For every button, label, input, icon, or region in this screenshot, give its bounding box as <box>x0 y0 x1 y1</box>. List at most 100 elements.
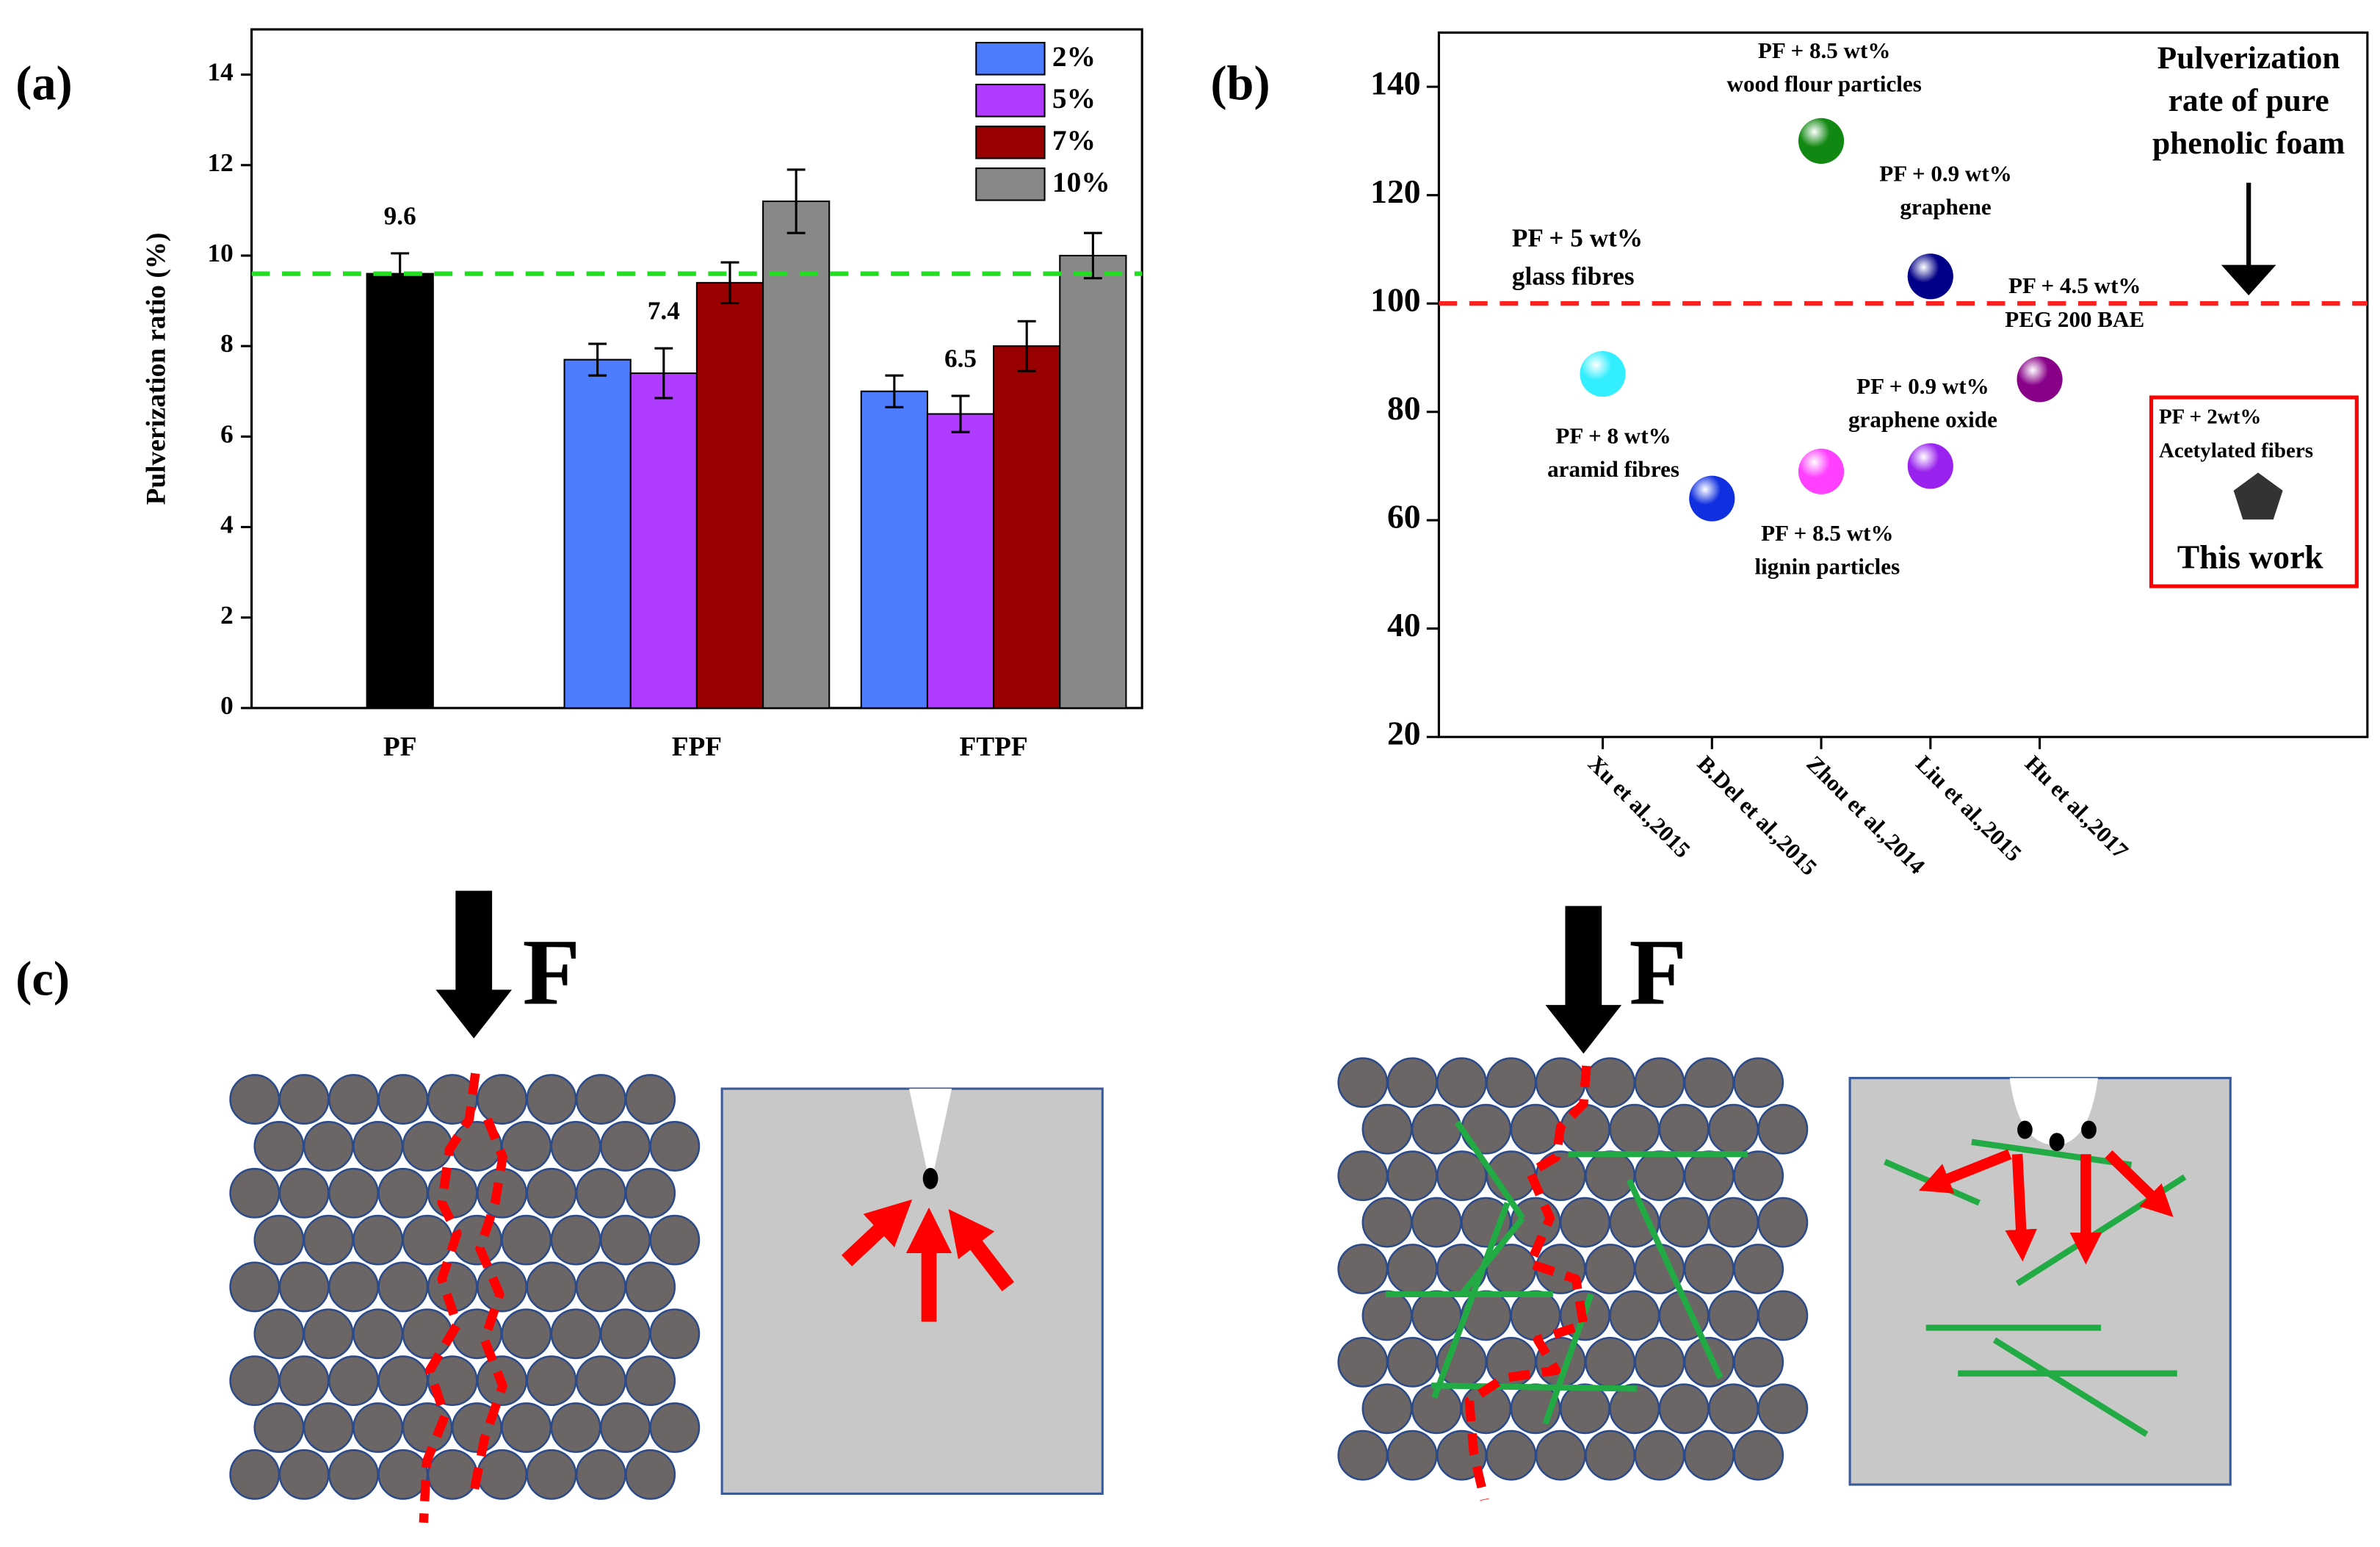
foam-cell <box>352 1402 404 1453</box>
point-label: graphene <box>1900 194 1991 220</box>
foam-cell <box>1683 1057 1735 1108</box>
foam-cell <box>575 1167 626 1219</box>
foam-cell <box>625 1449 676 1500</box>
foam-cell <box>229 1074 281 1125</box>
foam-cell <box>477 1261 527 1313</box>
this-work-label: PF + 2wt% <box>2159 405 2261 429</box>
x-tick-label: Liu et al.,2015 <box>1911 751 2027 867</box>
foam-cell <box>1510 1290 1561 1341</box>
panel-label: (a) <box>15 57 72 110</box>
foam-cell <box>575 1074 626 1125</box>
y-tick-label: 2 <box>220 601 234 630</box>
foam-cell <box>1585 1336 1636 1388</box>
foam-cell <box>1683 1244 1735 1294</box>
foam-cell <box>1733 1336 1784 1388</box>
foam-cell <box>229 1355 281 1407</box>
fiber <box>1626 1178 1723 1380</box>
foam-cell <box>1559 1197 1610 1248</box>
point-label: PEG 200 BAE <box>2005 306 2144 332</box>
foam-cell <box>625 1355 676 1407</box>
foam-cell <box>328 1355 379 1407</box>
legend-swatch <box>975 126 1046 159</box>
foam-cell <box>1510 1103 1561 1155</box>
foam-cell <box>1757 1383 1809 1435</box>
foam-cell <box>575 1355 626 1407</box>
foam-cell <box>451 1214 502 1266</box>
foam-cell <box>328 1261 379 1313</box>
foam-cell <box>550 1121 601 1172</box>
point-label: aramid fibres <box>1547 456 1679 482</box>
y-tick-label: 10 <box>208 239 234 267</box>
foam-cell <box>303 1121 354 1172</box>
legend-label: 5% <box>1052 82 1096 115</box>
fiber <box>1454 1120 1525 1220</box>
force-arrow <box>1545 906 1622 1054</box>
foam-cell <box>1386 1336 1438 1388</box>
foam-cell <box>1411 1290 1462 1341</box>
crack-tip <box>2049 1133 2065 1152</box>
panel-label: (c) <box>15 952 70 1006</box>
foam-cell <box>427 1167 478 1219</box>
y-tick-label: 80 <box>1387 389 1421 427</box>
foam-cell <box>1535 1429 1586 1481</box>
crack <box>419 1072 480 1523</box>
foam-cell <box>649 1214 701 1266</box>
stress-arrow <box>841 1199 913 1266</box>
foam-cell <box>1337 1057 1389 1108</box>
foam-cell <box>1609 1290 1660 1341</box>
this-work-point <box>2233 472 2283 520</box>
foam-cell <box>1535 1150 1586 1202</box>
y-tick-label: 12 <box>208 148 234 177</box>
foam-cell <box>1609 1383 1660 1435</box>
point-label: PF + 8 wt% <box>1555 422 1671 448</box>
foam-cell <box>377 1261 429 1313</box>
foam-cell <box>477 1449 527 1500</box>
y-tick-label: 6 <box>220 419 234 448</box>
fiber <box>1971 1139 2133 1168</box>
foam-cell <box>526 1261 577 1313</box>
foam-cell <box>1486 1429 1537 1481</box>
point <box>1907 443 1953 489</box>
y-tick-label: 120 <box>1370 173 1420 210</box>
foam-cell <box>402 1214 453 1266</box>
x-tick-label: Zhou et al.,2014 <box>1801 751 1930 879</box>
specimen <box>1848 1077 2232 1486</box>
crack <box>1464 1065 1591 1501</box>
point <box>1798 118 1845 164</box>
point-label: PF + 0.9 wt% <box>1856 373 1989 399</box>
foam-cell <box>427 1449 478 1500</box>
foam-cell <box>229 1449 281 1500</box>
note-arrow-head <box>2221 264 2276 296</box>
crack-tip <box>2081 1120 2097 1139</box>
foam-cell <box>377 1074 429 1125</box>
foam-cell <box>1683 1336 1735 1388</box>
foam-cell <box>352 1121 404 1172</box>
point <box>1798 448 1845 494</box>
bar <box>563 358 632 709</box>
foam-cell <box>1733 1429 1784 1481</box>
foam-cell <box>377 1355 429 1407</box>
point <box>1907 253 1953 300</box>
point-label: PF + 0.9 wt% <box>1879 161 2012 187</box>
crack-tip <box>922 1167 938 1189</box>
foam-cell <box>1411 1103 1462 1155</box>
foam-cell <box>1658 1197 1710 1248</box>
crack-tip <box>2017 1120 2033 1139</box>
bar <box>926 413 995 709</box>
foam-cell <box>1757 1197 1809 1248</box>
foam-cell <box>352 1214 404 1266</box>
y-tick-label: 40 <box>1387 606 1421 643</box>
foam-cell <box>1683 1429 1735 1481</box>
foam-cell <box>1658 1383 1710 1435</box>
stress-arrow <box>2005 1153 2037 1262</box>
foam-cell <box>328 1167 379 1219</box>
foam-cell <box>625 1074 676 1125</box>
foam-cell <box>377 1449 429 1500</box>
foam-cell <box>253 1214 305 1266</box>
foam-cell <box>1757 1290 1809 1341</box>
legend-swatch <box>975 42 1046 76</box>
foam-cell <box>1337 1150 1389 1202</box>
foam-cell <box>1585 1150 1636 1202</box>
y-tick-label: 100 <box>1370 281 1420 319</box>
